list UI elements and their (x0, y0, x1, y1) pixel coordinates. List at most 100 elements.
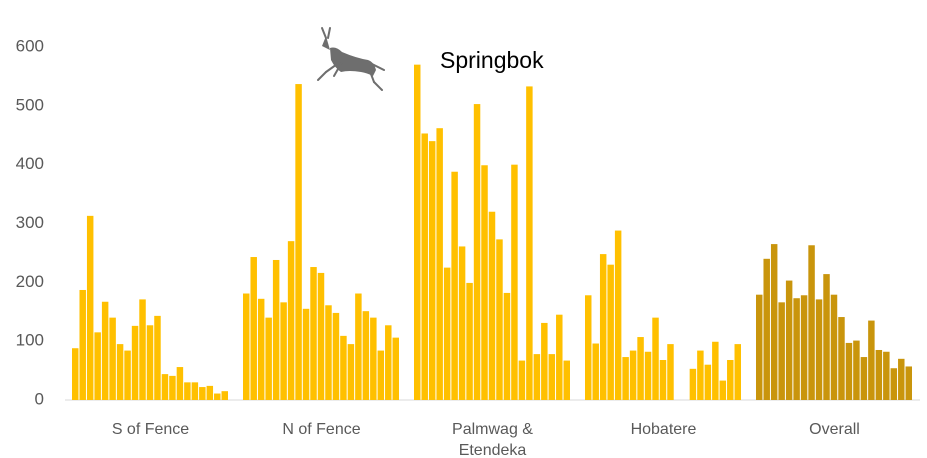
bar (214, 393, 221, 400)
bar (287, 241, 295, 400)
bar (712, 341, 719, 400)
bar (310, 267, 317, 400)
bar (101, 301, 109, 400)
bar (94, 332, 101, 400)
y-tick-label: 400 (16, 154, 44, 173)
y-tick-label: 200 (16, 272, 44, 291)
bar (169, 375, 176, 400)
bar (830, 294, 838, 400)
bar (697, 350, 704, 400)
bar (146, 325, 154, 400)
bar (719, 380, 727, 400)
bar (355, 293, 362, 400)
bar (637, 337, 644, 400)
y-tick-label: 100 (16, 331, 44, 350)
bar (161, 374, 169, 400)
bar (473, 104, 481, 401)
bar (72, 348, 79, 400)
bar (347, 344, 355, 400)
bar (332, 312, 340, 400)
bar (890, 368, 898, 400)
bar (257, 298, 265, 400)
bar (541, 322, 548, 400)
x-category-label: Overall (809, 421, 860, 438)
bar (176, 367, 184, 400)
bar (340, 335, 347, 400)
bar (845, 342, 853, 400)
bar (785, 280, 793, 400)
springbok-icon (317, 27, 385, 91)
bar (689, 368, 697, 400)
bar (466, 282, 473, 400)
bar (622, 357, 629, 400)
bar (808, 245, 815, 400)
bar (898, 358, 905, 400)
bar (243, 293, 250, 400)
x-category-label: N of Fence (282, 421, 361, 438)
bar (154, 315, 161, 400)
bar (295, 84, 302, 400)
bar (362, 311, 370, 400)
bar (496, 239, 503, 400)
bar (607, 264, 614, 400)
bar (443, 267, 451, 400)
chart-title: Springbok (440, 47, 544, 73)
bar (815, 299, 823, 400)
bar (592, 343, 599, 400)
bar (503, 292, 511, 400)
bar (280, 302, 287, 400)
bar (325, 305, 332, 400)
bar (563, 360, 570, 400)
bar (823, 274, 830, 400)
bar (629, 350, 637, 400)
bar (860, 357, 868, 400)
bar (458, 246, 466, 400)
bar (116, 344, 124, 400)
bar (727, 359, 734, 400)
bar (139, 299, 146, 400)
bar (392, 337, 399, 400)
bar (868, 320, 875, 400)
bar (265, 317, 272, 400)
bar (124, 350, 131, 400)
bar (526, 86, 533, 400)
y-tick-label: 500 (16, 95, 44, 114)
bar (734, 344, 741, 400)
bar (221, 391, 228, 400)
bar (488, 211, 496, 400)
bar (272, 259, 280, 400)
bar (853, 340, 860, 400)
bar (414, 64, 421, 401)
bar (905, 366, 912, 400)
bar (614, 230, 622, 400)
bar (756, 294, 763, 400)
bar (667, 344, 674, 400)
bar (250, 257, 257, 400)
bar (548, 354, 556, 400)
bar (421, 133, 428, 401)
bar (793, 298, 800, 400)
bar (518, 360, 526, 400)
bar (533, 354, 541, 400)
bar (131, 325, 139, 400)
x-category-label: Palmwag & Etendeka (452, 421, 533, 458)
bar (436, 128, 443, 400)
bar (481, 165, 488, 400)
bar (704, 364, 712, 400)
bar (883, 351, 890, 400)
y-tick-label: 600 (16, 36, 44, 55)
bar (838, 317, 845, 400)
bar (370, 317, 377, 400)
x-category-label: S of Fence (111, 421, 190, 438)
y-tick-label: 0 (35, 389, 44, 408)
bar (79, 289, 86, 400)
bar (377, 350, 385, 400)
bar (875, 349, 883, 400)
bar (199, 387, 206, 400)
bar (599, 254, 607, 400)
bar (184, 382, 191, 400)
bar (652, 317, 659, 400)
bar (585, 295, 592, 400)
